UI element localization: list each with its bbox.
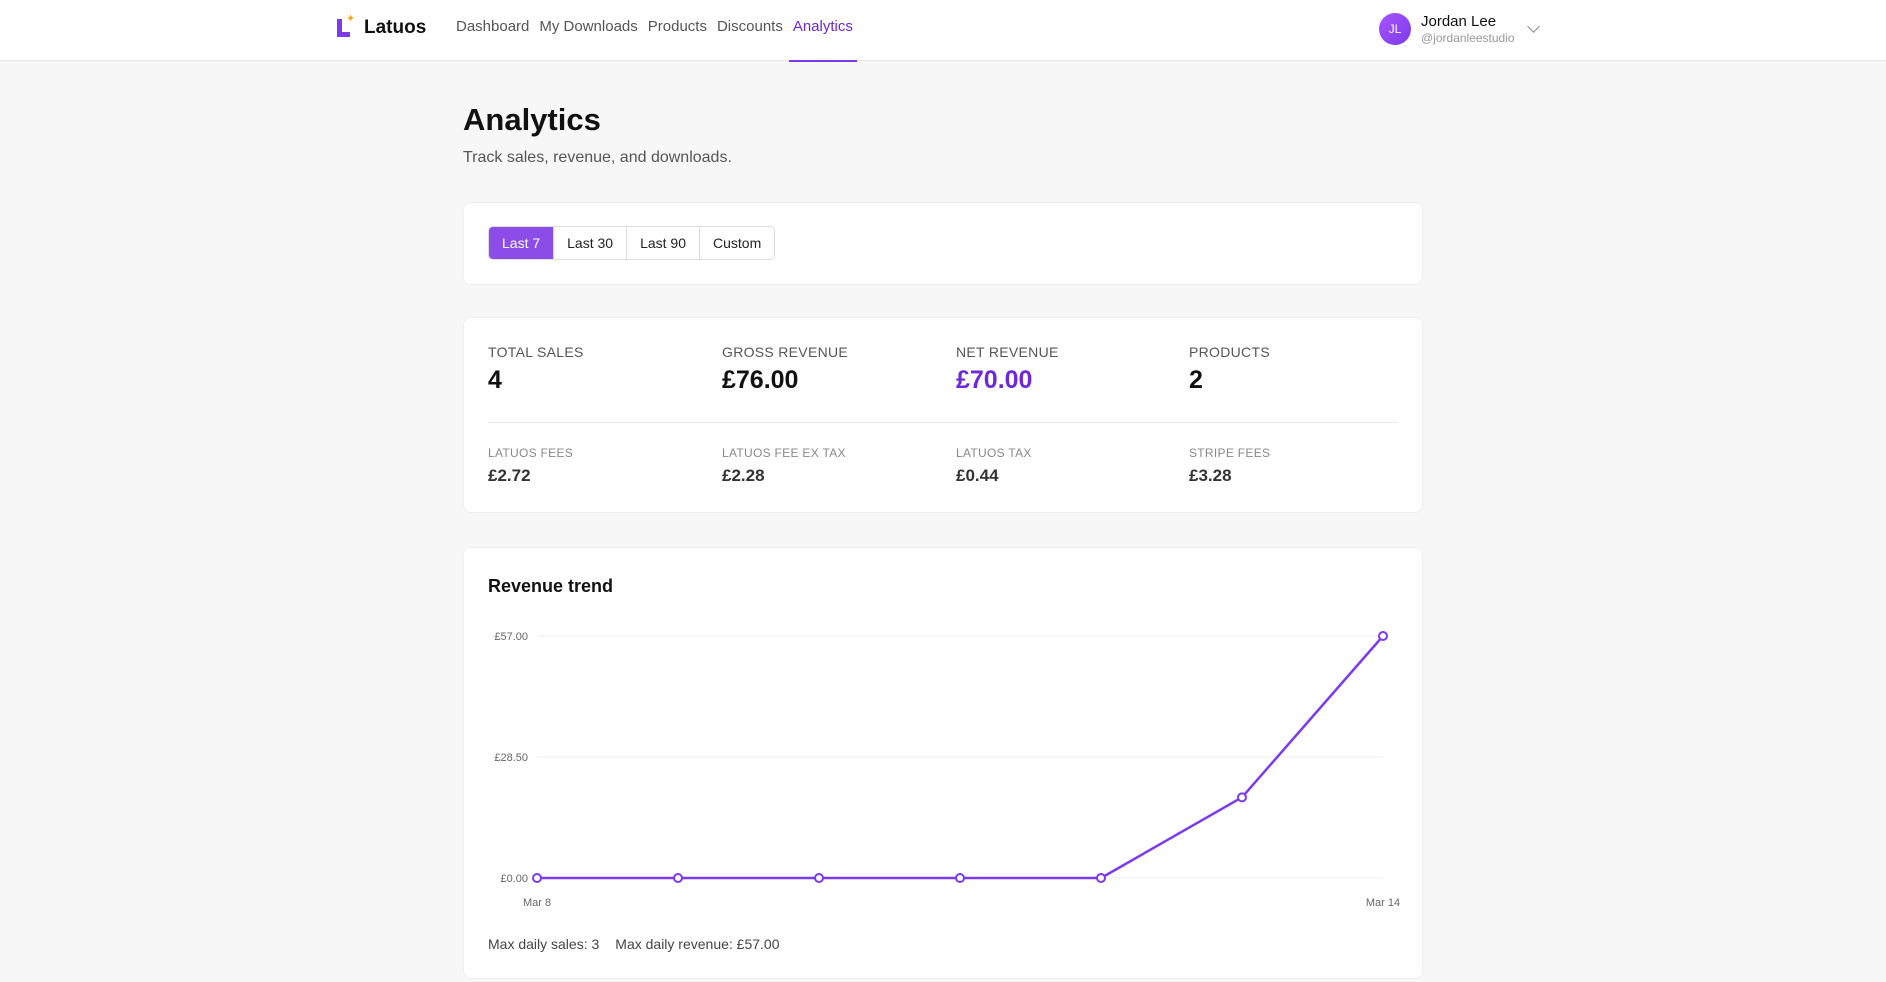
range-last-7-button[interactable]: Last 7 [489,227,555,259]
stat-value: £2.28 [722,466,765,485]
data-point [673,873,683,883]
nav-products[interactable]: Products [647,18,707,35]
user-name: Jordan Lee [1421,13,1497,30]
stat-value: £0.44 [956,466,999,485]
nav-my-downloads[interactable]: My Downloads [539,18,638,35]
data-point [532,873,542,883]
stat-value: 2 [1189,366,1203,394]
data-point [814,873,824,883]
y-tick-label: £0.00 [500,873,528,885]
chart-footer: Max daily sales: 3 Max daily revenue: £5… [488,936,796,952]
stat-label: LATUOS FEES [488,446,574,460]
stat-value: 4 [488,366,502,394]
top-navigation-bar: ✦ Latuos Dashboard My Downloads Products… [0,0,1886,62]
stat-latuos-fees: LATUOS FEES £2.72 [488,446,688,486]
stat-value: £3.28 [1189,466,1232,485]
range-last-30-button[interactable]: Last 30 [554,227,628,259]
nav-analytics[interactable]: Analytics [788,0,857,62]
stat-label: TOTAL SALES [488,344,584,360]
y-tick-label: £28.50 [494,752,528,764]
x-tick-label: Mar 8 [523,897,551,909]
revenue-trend-card: Revenue trend £0.00 £28.50 £57.00 Mar 8 Mar … [463,547,1423,979]
stat-stripe-fees: STRIPE FEES £3.28 [1189,446,1389,486]
stat-label: LATUOS FEE EX TAX [722,446,846,460]
chart-title: Revenue trend [488,576,614,596]
max-daily-sales: Max daily sales: 3 [488,936,600,952]
stat-gross-revenue: GROSS REVENUE £76.00 [722,344,922,395]
stats-divider [488,422,1398,423]
stat-label: LATUOS TAX [956,446,1032,460]
stat-net-revenue: NET REVENUE £70.00 [956,344,1156,395]
date-range-toggle: Last 7 Last 30 Last 90 Custom [488,226,776,260]
avatar: JL [1379,13,1411,45]
stat-latuos-tax: LATUOS TAX £0.44 [956,446,1156,486]
page-subtitle: Track sales, revenue, and downloads. [463,149,732,166]
revenue-line-chart: £0.00 £28.50 £57.00 Mar 8 Mar 14 [494,631,1400,909]
stat-latuos-fee-ex-tax: LATUOS FEE EX TAX £2.28 [722,446,922,486]
user-menu[interactable]: JL Jordan Lee @jordanleestudio [1379,13,1540,45]
stat-value: £2.72 [488,466,531,485]
latuos-logo-icon: ✦ [336,14,355,38]
stat-label: NET REVENUE [956,344,1059,360]
range-last-90-button[interactable]: Last 90 [627,227,701,259]
stat-value: £76.00 [722,366,799,394]
nav-discounts[interactable]: Discounts [716,18,783,35]
page-title: Analytics [463,102,601,137]
stat-label: STRIPE FEES [1189,446,1271,460]
user-handle: @jordanleestudio [1421,31,1515,45]
stat-label: GROSS REVENUE [722,344,849,360]
main-nav: Dashboard My Downloads Products Discount… [452,0,859,62]
y-tick-label: £57.00 [494,631,528,643]
chevron-down-icon[interactable] [1526,19,1540,33]
data-point [1096,873,1106,883]
data-point [1237,792,1247,803]
data-point [1378,631,1388,641]
max-daily-revenue: Max daily revenue: £57.00 [615,936,780,952]
stat-products: PRODUCTS 2 [1189,344,1389,395]
stat-label: PRODUCTS [1189,344,1270,360]
stat-total-sales: TOTAL SALES 4 [488,344,688,395]
stat-value: £70.00 [956,366,1033,394]
stats-card: TOTAL SALES 4 GROSS REVENUE £76.00 NET R… [463,317,1423,513]
brand-logo[interactable]: ✦ Latuos [336,14,427,39]
brand-name: Latuos [364,17,427,38]
date-range-card: Last 7 Last 30 Last 90 Custom [463,202,1423,285]
x-tick-label: Mar 14 [1366,897,1400,909]
range-custom-button[interactable]: Custom [700,227,775,259]
nav-dashboard[interactable]: Dashboard [456,18,530,35]
data-point [955,873,965,883]
